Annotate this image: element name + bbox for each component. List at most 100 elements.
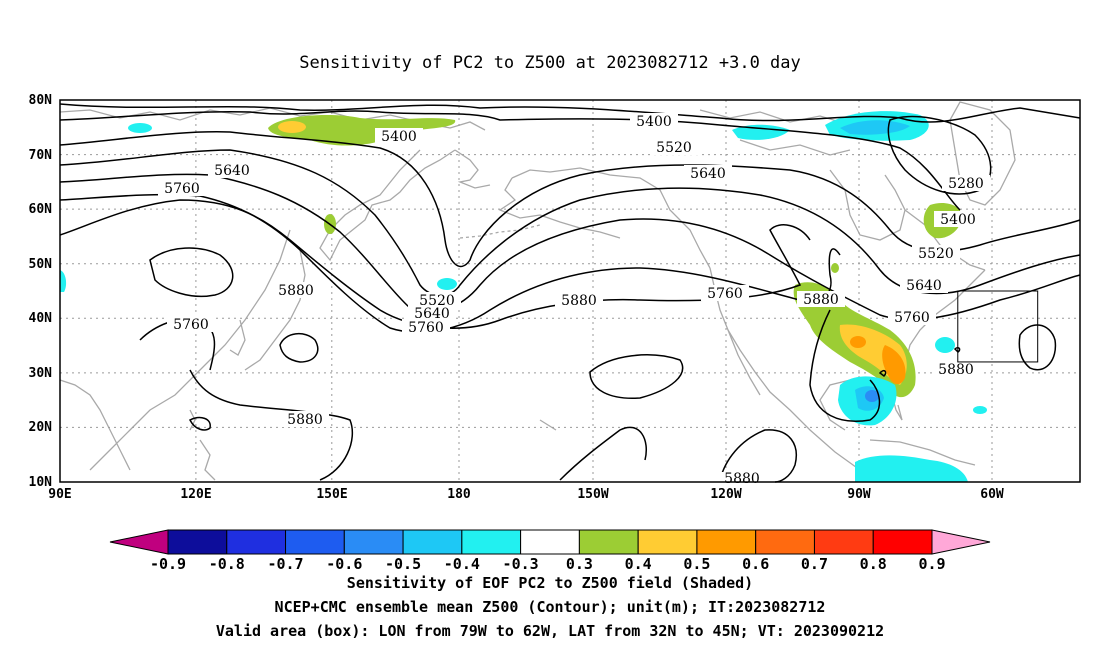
colorbar-swatch [226,529,287,555]
colorbar-swatch [755,529,815,555]
footer-line-2: NCEP+CMC ensemble mean Z500 (Contour); u… [275,598,826,616]
contour-label: 5880 [272,282,320,299]
contour-label: 5520 [650,139,698,156]
svg-text:5880: 5880 [724,471,760,487]
contour-label: 5760 [701,285,749,302]
contour-label: 5400 [375,128,423,145]
colorbar-tick-label: 0.7 [801,555,828,573]
contour-label: 5640 [684,165,732,182]
svg-text:5400: 5400 [381,129,417,145]
lon-label: 60W [980,487,1004,502]
colorbar-tick-label: -0.4 [444,555,480,573]
positive-orange-us-east [882,345,906,385]
lat-label: 40N [29,311,53,326]
footer-line-3: Valid area (box): LON from 79W to 62W, L… [216,622,884,640]
contour-labels: 5400 5400 5520 5640 5640 5760 5280 5400 … [158,113,990,487]
positive-dot-midwest [831,263,839,273]
lat-label: 50N [29,257,53,272]
contour-label: 5760 [888,309,936,326]
svg-text:5640: 5640 [690,166,726,182]
lon-label: 90E [48,487,71,502]
map-frame [59,99,1081,483]
colorbar-tick-label: 0.9 [918,555,945,573]
valid-area-box [957,290,1039,363]
colorbar-tick-label: -0.5 [385,555,421,573]
colorbar-swatch [520,529,580,555]
contour-label: 5760 [167,316,215,333]
svg-text:5760: 5760 [707,286,743,302]
contour-label: 5520 [912,245,960,262]
svg-text:5760: 5760 [894,310,930,326]
lat-label: 20N [29,420,53,435]
svg-text:5400: 5400 [940,212,976,228]
colorbar-tick-label: -0.7 [267,555,303,573]
contour-label: 5760 [158,180,206,197]
colorbar-tick-label: -0.8 [209,555,245,573]
lat-label: 10N [29,475,53,490]
lon-label: 90W [847,487,871,502]
contour-label: 5880 [281,411,329,428]
positive-area-north-pacific [268,115,456,146]
contour-label: 5400 [630,113,678,130]
lon-label: 150W [577,487,608,502]
contour-label: 5640 [900,277,948,294]
svg-text:5880: 5880 [278,283,314,299]
lon-label: 150E [316,487,347,502]
negative-dot-atlantic [973,406,987,414]
coastlines [59,101,1016,481]
svg-text:5880: 5880 [287,412,323,428]
colorbar-max-arrow [931,529,991,555]
colorbar-swatch [578,529,639,555]
colorbar [109,529,991,555]
colorbar-swatch [872,529,933,555]
lat-label: 80N [29,93,53,108]
contour-label: 5880 [932,361,980,378]
svg-text:5400: 5400 [636,114,672,130]
contour-label: 5640 [408,305,456,322]
svg-text:5760: 5760 [408,320,444,336]
svg-text:5880: 5880 [938,362,974,378]
svg-text:5760: 5760 [164,181,200,197]
longitude-labels: 90E 120E 150E 180 150W 120W 90W 60W [48,487,1004,502]
contour-label: 5880 [555,292,603,309]
negative-peak-gulf [865,390,879,402]
colorbar-swatch [167,529,228,555]
colorbar-labels: -0.9 -0.8 -0.7 -0.6 -0.5 -0.4 -0.3 0.3 0.4 0.5 0.6… [150,555,946,573]
colorbar-swatch [343,529,404,555]
contour-label: 5640 [208,162,256,179]
svg-text:5520: 5520 [918,246,954,262]
lat-label: 60N [29,202,53,217]
colorbar-tick-label: 0.5 [683,555,710,573]
negative-area-west-edge [60,270,67,292]
contour-label: 5760 [402,319,450,336]
svg-text:5640: 5640 [214,163,250,179]
contour-label: 5400 [934,211,982,228]
colorbar-swatch [461,529,522,555]
graticule [60,100,1080,482]
colorbar-swatch [285,529,345,555]
negative-core-arctic-canada [840,120,910,135]
sensitivity-shading [60,111,987,482]
negative-area-beaufort [732,124,790,140]
negative-area-atlantic [935,337,955,353]
colorbar-tick-label: -0.3 [503,555,539,573]
svg-text:5280: 5280 [948,176,984,192]
svg-text:5760: 5760 [173,317,209,333]
svg-text:5880: 5880 [803,292,839,308]
svg-text:5880: 5880 [561,293,597,309]
contour-label: 5880 [718,471,766,487]
svg-text:5640: 5640 [906,278,942,294]
colorbar-tick-label: 0.8 [860,555,887,573]
colorbar-swatch [696,529,757,555]
colorbar-tick-label: 0.4 [625,555,652,573]
colorbar-swatch [813,529,874,555]
svg-text:5640: 5640 [414,306,450,322]
lon-label: 180 [447,487,471,502]
colorbar-tick-label: 0.3 [566,555,593,573]
map-title: Sensitivity of PC2 to Z500 at 2023082712… [299,53,801,73]
negative-area-caribbean [855,455,968,482]
latitude-labels: 80N 70N 60N 50N 40N 30N 20N 10N [29,93,53,490]
colorbar-min-arrow [109,529,169,555]
contour-label: 5280 [942,175,990,192]
